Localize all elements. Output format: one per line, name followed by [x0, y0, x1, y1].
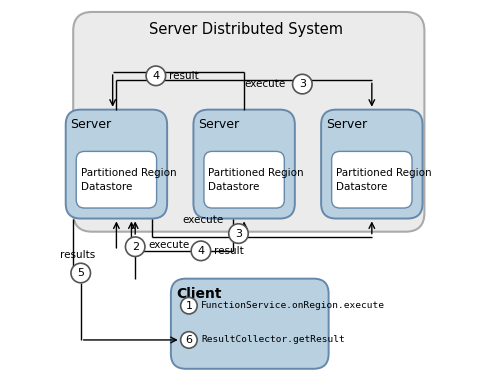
Text: ResultCollector.getResult: ResultCollector.getResult [201, 336, 345, 345]
Circle shape [181, 332, 197, 348]
Text: 4: 4 [153, 71, 159, 81]
Text: 4: 4 [197, 246, 205, 256]
Text: Partitioned Region
Datastore: Partitioned Region Datastore [81, 168, 176, 192]
FancyBboxPatch shape [204, 152, 284, 208]
FancyBboxPatch shape [171, 279, 329, 369]
Text: Partitioned Region
Datastore: Partitioned Region Datastore [209, 168, 304, 192]
FancyBboxPatch shape [332, 152, 412, 208]
Text: Server Distributed System: Server Distributed System [149, 23, 343, 37]
Text: result: result [169, 71, 199, 81]
Text: Server: Server [198, 118, 240, 131]
Text: 2: 2 [132, 242, 139, 252]
Text: Server: Server [326, 118, 367, 131]
Text: 1: 1 [185, 301, 192, 311]
Text: execute: execute [244, 79, 285, 89]
FancyBboxPatch shape [321, 110, 423, 219]
Text: Client: Client [177, 287, 222, 301]
Circle shape [146, 66, 166, 86]
Text: execute: execute [182, 215, 223, 225]
Text: Server: Server [70, 118, 112, 131]
Circle shape [229, 224, 248, 243]
Circle shape [293, 74, 312, 94]
Text: 6: 6 [185, 335, 192, 345]
Text: 5: 5 [77, 268, 84, 278]
FancyBboxPatch shape [76, 152, 156, 208]
Text: 3: 3 [235, 228, 242, 239]
Text: result: result [214, 246, 244, 256]
Text: Partitioned Region
Datastore: Partitioned Region Datastore [336, 168, 432, 192]
Circle shape [191, 241, 211, 261]
Circle shape [125, 237, 145, 256]
Text: execute: execute [149, 240, 190, 250]
Circle shape [71, 263, 91, 283]
Text: FunctionService.onRegion.execute: FunctionService.onRegion.execute [201, 301, 385, 310]
FancyBboxPatch shape [193, 110, 295, 219]
Circle shape [181, 297, 197, 314]
Text: results: results [60, 250, 95, 260]
FancyBboxPatch shape [66, 110, 167, 219]
Text: 3: 3 [299, 79, 306, 89]
FancyBboxPatch shape [73, 12, 425, 232]
